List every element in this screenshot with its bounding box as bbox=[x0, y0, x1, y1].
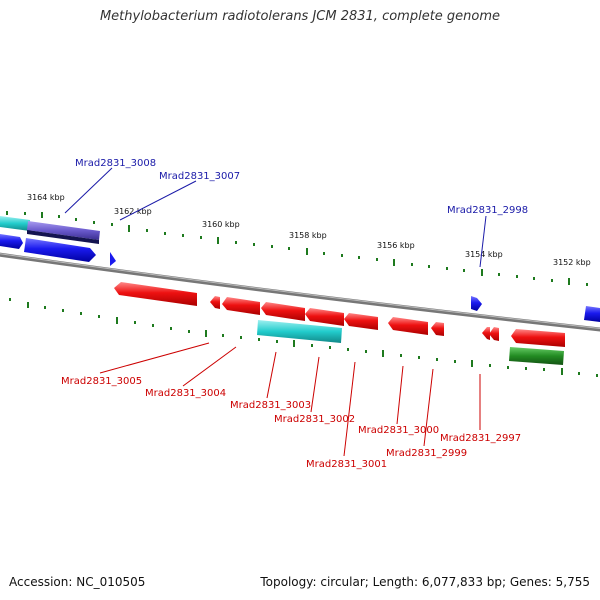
gene-red-3003[interactable] bbox=[261, 302, 305, 321]
bottom-leaders bbox=[99, 342, 481, 457]
scale-label: 3152 kbp bbox=[553, 258, 591, 267]
gene-mrad2831-3001[interactable] bbox=[344, 313, 378, 330]
top-scale bbox=[6, 211, 588, 286]
gene-small-blue[interactable] bbox=[110, 252, 116, 266]
gene-label-3004[interactable]: Mrad2831_3004 bbox=[145, 388, 226, 399]
gene-red-right[interactable] bbox=[511, 329, 565, 347]
gene-blue-arrow-left[interactable] bbox=[0, 234, 23, 249]
gene-mrad2831-2997[interactable] bbox=[489, 327, 499, 341]
genome-backbone-highlight bbox=[0, 253, 600, 329]
gene-mrad2831-2999[interactable] bbox=[431, 322, 444, 336]
gene-3008-dark-strip[interactable] bbox=[27, 230, 99, 244]
gene-mrad2831-2998[interactable] bbox=[471, 296, 482, 311]
scale-label: 3156 kbp bbox=[377, 241, 415, 250]
gene-green-bottom[interactable] bbox=[509, 347, 564, 365]
gene-mrad2831-3007[interactable] bbox=[24, 238, 96, 262]
scale-label: 3158 kbp bbox=[289, 231, 327, 240]
gene-label-3003[interactable]: Mrad2831_3003 bbox=[230, 400, 311, 411]
gene-label-3001[interactable]: Mrad2831_3001 bbox=[306, 459, 387, 470]
gene-mrad2831-3004[interactable] bbox=[210, 296, 220, 309]
top-strand-genes bbox=[0, 216, 600, 322]
gene-red-2997a[interactable] bbox=[482, 327, 490, 340]
gene-label-3005[interactable]: Mrad2831_3005 bbox=[61, 376, 142, 387]
scale-label: 3160 kbp bbox=[202, 220, 240, 229]
gene-mrad2831-3000[interactable] bbox=[388, 317, 428, 335]
gene-label-2997[interactable]: Mrad2831_2997 bbox=[440, 433, 521, 444]
gene-red-3004b[interactable] bbox=[222, 297, 260, 315]
scale-label: 3162 kbp bbox=[114, 207, 152, 216]
top-leaders bbox=[64, 167, 487, 268]
gene-cyan-bottom[interactable] bbox=[257, 320, 342, 343]
gene-cyan-top[interactable] bbox=[0, 216, 30, 231]
bottom-scale bbox=[9, 298, 598, 377]
scale-label: 3164 kbp bbox=[27, 193, 65, 202]
gene-label-3002[interactable]: Mrad2831_3002 bbox=[274, 414, 355, 425]
gene-blue-right[interactable] bbox=[584, 306, 600, 322]
gene-label-2999[interactable]: Mrad2831_2999 bbox=[386, 448, 467, 459]
gene-label-3008[interactable]: Mrad2831_3008 bbox=[75, 158, 156, 169]
gene-mrad2831-3008[interactable] bbox=[27, 221, 100, 240]
gene-mrad2831-3005[interactable] bbox=[114, 282, 197, 306]
gene-label-3007[interactable]: Mrad2831_3007 bbox=[159, 171, 240, 182]
topology-text: Topology: circular; Length: 6,077,833 bp… bbox=[260, 575, 590, 589]
bottom-strand-genes bbox=[114, 282, 565, 365]
gene-mrad2831-3002[interactable] bbox=[305, 308, 344, 326]
gene-label-3000[interactable]: Mrad2831_3000 bbox=[358, 425, 439, 436]
scale-label: 3154 kbp bbox=[465, 250, 503, 259]
genome-backbone bbox=[0, 252, 600, 332]
accession-text: Accession: NC_010505 bbox=[9, 575, 146, 589]
gene-label-2998[interactable]: Mrad2831_2998 bbox=[447, 205, 528, 216]
map-title: Methylobacterium radiotolerans JCM 2831,… bbox=[99, 9, 501, 24]
